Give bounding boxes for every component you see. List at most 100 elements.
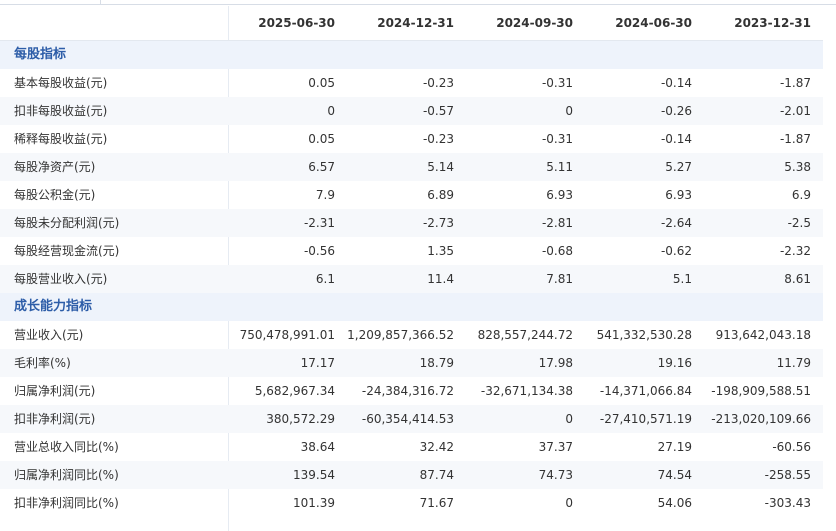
cell-value: 87.74 [419,468,454,482]
data-row: 每股营业收入(元) 6.1 11.4 7.81 5.1 8.61 [0,265,823,293]
cell-value: -0.23 [422,132,454,146]
cell-value: 8.61 [784,272,811,286]
cell-value: -2.81 [541,216,573,230]
row-label: 每股经营现金流(元) [14,244,120,258]
cell-value: 1.35 [427,244,454,258]
row-label: 每股公积金(元) [14,188,96,202]
section-row: 每股指标 [0,41,823,69]
row-label: 营业总收入同比(%) [14,440,119,454]
data-row: 归属净利润同比(%) 139.54 87.74 74.73 74.54 -258.55 [0,461,823,489]
data-row: 毛利率(%) 17.17 18.79 17.98 19.16 11.79 [0,349,823,377]
cell-value: -0.68 [541,244,573,258]
cell-value: 6.9 [791,188,811,202]
header-row: 2025-06-30 2024-12-31 2024-09-30 2024-06-30… [0,6,823,41]
cell-value: 1,209,857,366.52 [347,328,454,342]
row-label: 营业收入(元) [14,328,84,342]
cell-value: 5.38 [784,160,811,174]
cell-value: 11.79 [776,356,811,370]
cell-value: 37.37 [538,440,573,454]
tab[interactable] [0,0,101,5]
cell-value: -1.87 [779,76,811,90]
cell-value: 0.05 [308,76,335,90]
cell-value: 0 [565,412,573,426]
cell-value: 380,572.29 [266,412,335,426]
data-row: 扣非净利润(元) 380,572.29 -60,354,414.53 0 -27,410… [0,405,823,433]
cell-value: -0.14 [660,132,692,146]
section-title: 成长能力指标 [14,299,93,314]
column-header: 2024-12-31 [377,16,454,30]
cell-value: -0.23 [422,76,454,90]
cell-value: 5.11 [546,160,573,174]
cell-value: 17.98 [538,356,573,370]
cell-value: 101.39 [293,496,335,510]
data-row: 稀释每股收益(元) 0.05 -0.23 -0.31 -0.14 -1.87 [0,125,823,153]
cell-value: -258.55 [764,468,811,482]
row-label: 毛利率(%) [14,356,71,370]
cell-value: -0.31 [541,76,573,90]
cell-value: 139.54 [293,468,335,482]
cell-value: 0.05 [308,132,335,146]
row-label: 稀释每股收益(元) [14,132,108,146]
cell-value: 6.57 [308,160,335,174]
cell-value: -0.56 [303,244,335,258]
cell-value: 6.89 [427,188,454,202]
cell-value: 750,478,991.01 [239,328,335,342]
cell-value: 828,557,244.72 [477,328,573,342]
row-label: 扣非每股收益(元) [14,104,108,118]
column-header: 2023-12-31 [734,16,811,30]
row-label: 每股净资产(元) [14,160,96,174]
cell-value: 74.73 [538,468,573,482]
row-label: 归属净利润同比(%) [14,468,119,482]
cell-value: 7.81 [546,272,573,286]
cell-value: 6.93 [665,188,692,202]
data-row: 基本每股收益(元) 0.05 -0.23 -0.31 -0.14 -1.87 [0,69,823,97]
cell-value: 74.54 [657,468,692,482]
cell-value: 0 [565,104,573,118]
cell-value: -27,410,571.19 [599,412,692,426]
cell-value: 6.1 [315,272,335,286]
cell-value: -0.14 [660,76,692,90]
tab-bar-line [0,4,836,5]
cell-value: 54.06 [657,496,692,510]
cell-value: 0 [327,104,335,118]
cell-value: -213,020,109.66 [711,412,811,426]
cell-value: 913,642,043.18 [715,328,811,342]
cell-value: -198,909,588.51 [711,384,811,398]
cell-value: -2.5 [787,216,811,230]
cell-value: -2.73 [422,216,454,230]
data-row: 每股公积金(元) 7.9 6.89 6.93 6.93 6.9 [0,181,823,209]
cell-value: -0.26 [660,104,692,118]
cell-value: -0.31 [541,132,573,146]
cell-value: -0.57 [422,104,454,118]
cell-value: 38.64 [300,440,335,454]
cell-value: 18.79 [419,356,454,370]
cell-value: -60.56 [772,440,811,454]
row-label: 基本每股收益(元) [14,76,108,90]
cell-value: 32.42 [419,440,454,454]
column-header: 2024-09-30 [496,16,573,30]
cell-value: 17.17 [300,356,335,370]
cell-value: -2.31 [303,216,335,230]
cell-value: -2.01 [779,104,811,118]
data-row: 每股净资产(元) 6.57 5.14 5.11 5.27 5.38 [0,153,823,181]
data-row: 营业收入(元) 750,478,991.01 1,209,857,366.52 828… [0,321,823,349]
cell-value: 5.14 [427,160,454,174]
section-title: 每股指标 [14,47,67,62]
cell-value: 541,332,530.28 [596,328,692,342]
cell-value: 7.9 [315,188,335,202]
cell-value: 5.1 [672,272,692,286]
data-row: 归属净利润(元) 5,682,967.34 -24,384,316.72 -32,67… [0,377,823,405]
row-label: 扣非净利润同比(%) [14,496,119,510]
data-row: 扣非每股收益(元) 0 -0.57 0 -0.26 -2.01 [0,97,823,125]
row-label: 扣非净利润(元) [14,412,96,426]
cell-value: 0 [565,496,573,510]
column-header: 2025-06-30 [258,16,335,30]
cell-value: 5,682,967.34 [254,384,335,398]
cell-value: -2.32 [779,244,811,258]
row-label: 每股未分配利润(元) [14,216,120,230]
cell-value: -303.43 [764,496,811,510]
cell-value: -2.64 [660,216,692,230]
cell-value: 71.67 [419,496,454,510]
cell-value: -1.87 [779,132,811,146]
cell-value: 19.16 [657,356,692,370]
